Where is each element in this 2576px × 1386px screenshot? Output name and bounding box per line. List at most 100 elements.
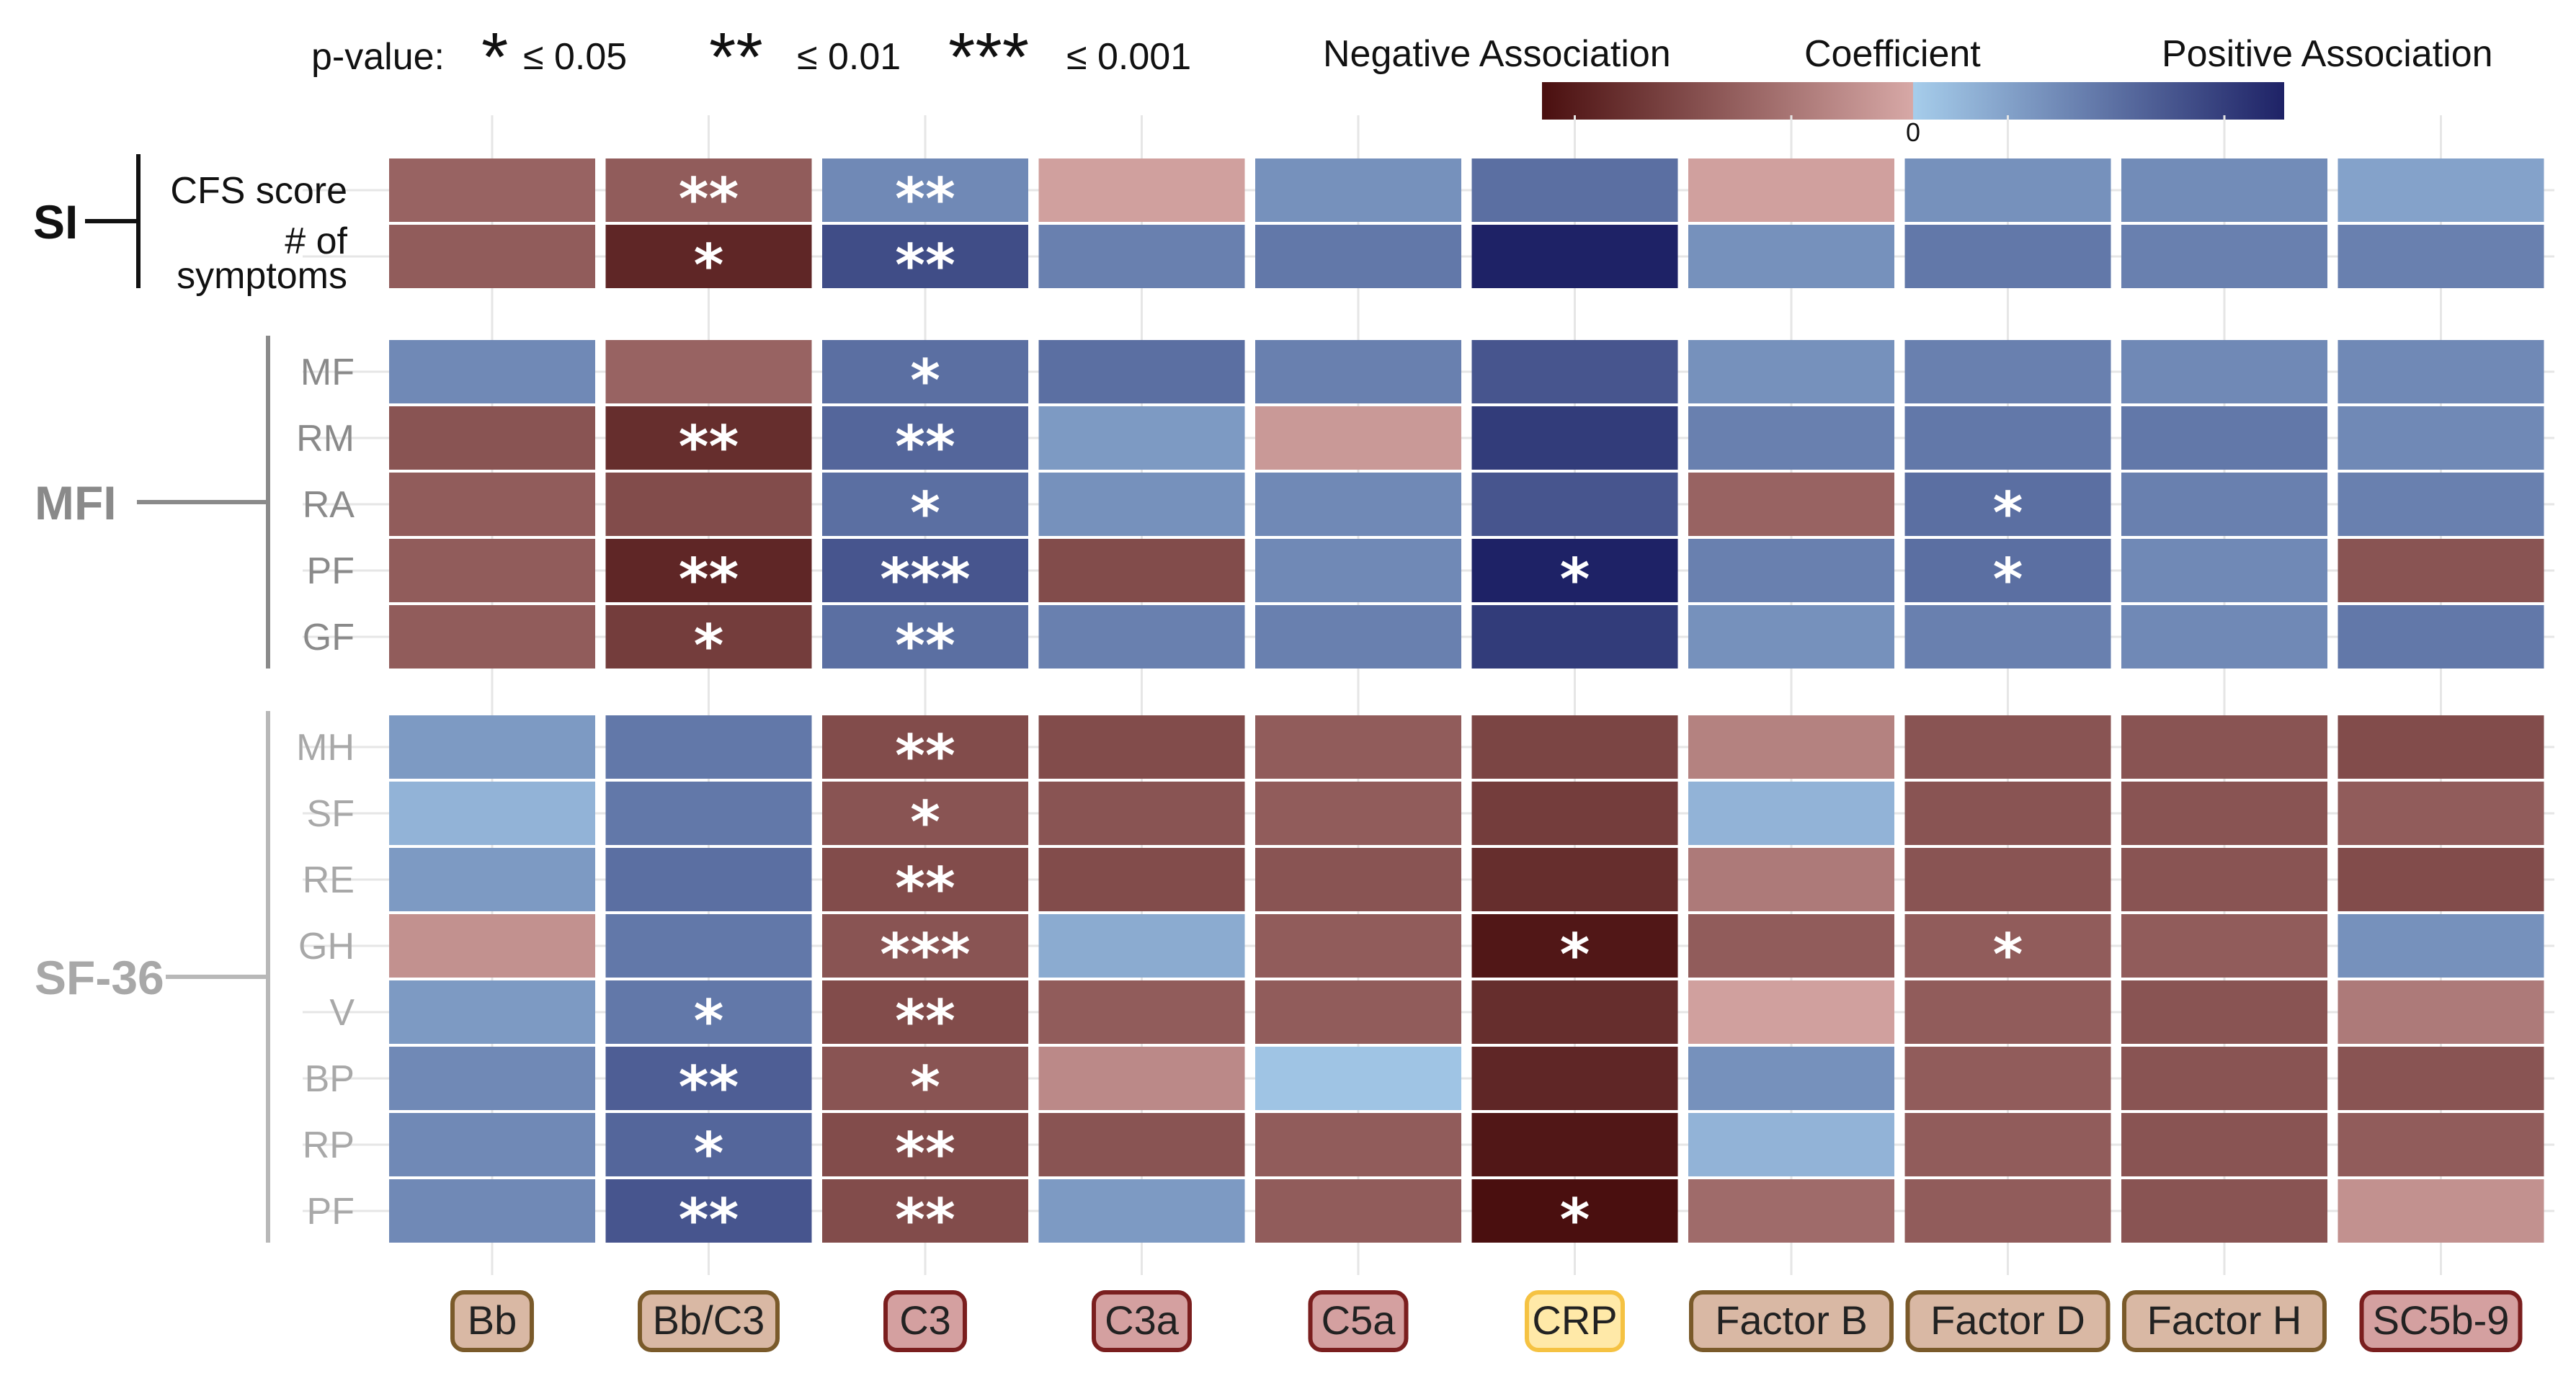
colorbar-right-label: Positive Association <box>2162 33 2493 75</box>
heatmap-cell <box>822 539 1028 602</box>
heatmap-cell <box>1471 715 1678 779</box>
significance-marker: * <box>1993 480 2023 547</box>
heatmap-cell <box>1038 980 1245 1044</box>
heatmap-cell <box>1904 473 2111 536</box>
significance-marker: ** <box>895 612 955 679</box>
heatmap-cell <box>1904 848 2111 911</box>
heatmap-cell <box>605 1113 812 1176</box>
heatmap-cell <box>605 1047 812 1110</box>
row-label: BP <box>305 1058 355 1100</box>
heatmap-cell <box>605 225 812 288</box>
heatmap-cell <box>1038 715 1245 779</box>
heatmap-cell <box>1688 539 1894 602</box>
pvalue-legend-stars-3: *** <box>948 19 1029 96</box>
heatmap-cell <box>2337 605 2544 669</box>
heatmap-cell <box>2121 225 2327 288</box>
heatmap-cell <box>822 848 1028 911</box>
heatmap-cell <box>1038 158 1245 222</box>
row-label: GF <box>303 617 355 658</box>
row-label: RE <box>303 859 355 901</box>
heatmap-cell <box>2121 782 2327 845</box>
significance-marker: * <box>1560 921 1590 988</box>
heatmap-cell <box>1255 848 1461 911</box>
significance-marker: ** <box>895 413 955 480</box>
colorbar-positive-gradient <box>1913 82 2284 120</box>
heatmap-cell <box>1471 158 1678 222</box>
colorbar: Negative Association Coefficient Positiv… <box>1323 33 2493 147</box>
heatmap-cell <box>822 1179 1028 1243</box>
column-badge <box>883 1290 967 1352</box>
significance-marker: ** <box>895 232 955 299</box>
column-badge <box>2359 1290 2523 1352</box>
heatmap-cell <box>1904 158 2111 222</box>
row-label: PF <box>307 1191 355 1233</box>
heatmap-cell <box>2337 782 2544 845</box>
heatmap-cell <box>1255 1047 1461 1110</box>
heatmap-cell <box>1688 225 1894 288</box>
heatmap-cell <box>1688 1047 1894 1110</box>
significance-marker: ** <box>679 413 739 480</box>
heatmap-cell <box>1255 1113 1461 1176</box>
pvalue-legend-threshold-2: ≤ 0.01 <box>797 36 901 78</box>
significance-marker: *** <box>880 546 971 613</box>
column-badge <box>638 1290 780 1352</box>
significance-marker: * <box>1560 1186 1590 1253</box>
heatmap-cell <box>822 340 1028 403</box>
heatmap-cell <box>1471 1179 1678 1243</box>
heatmap-cell <box>1038 539 1245 602</box>
heatmap-cell <box>2121 340 2327 403</box>
heatmap-cell <box>2121 715 2327 779</box>
heatmap-cell <box>2121 158 2327 222</box>
heatmap-cell <box>389 1113 595 1176</box>
heatmap-cell <box>1688 782 1894 845</box>
heatmap-cell <box>605 782 812 845</box>
significance-marker: * <box>1560 546 1590 613</box>
significance-marker: *** <box>880 921 971 988</box>
significance-marker: * <box>1993 921 2023 988</box>
significance-marker: ** <box>895 1186 955 1253</box>
column-label: Bb/C3 <box>653 1297 765 1343</box>
row-label: GH <box>298 926 355 967</box>
heatmap-cell <box>2121 1047 2327 1110</box>
row-label: RP <box>303 1125 355 1166</box>
colorbar-negative-gradient <box>1542 82 1913 120</box>
heatmap-cell <box>1904 406 2111 470</box>
significance-marker: * <box>1993 546 2023 613</box>
heatmap-cell <box>1038 605 1245 669</box>
heatmap-cell <box>1688 1179 1894 1243</box>
heatmap-cell <box>1471 782 1678 845</box>
heatmap-cell <box>1904 1179 2111 1243</box>
heatmap-cell <box>2121 914 2327 978</box>
heatmap-cell <box>605 406 812 470</box>
row-label: RA <box>303 484 355 526</box>
heatmap-cell <box>389 848 595 911</box>
significance-marker: ** <box>895 723 955 790</box>
heatmap-cell <box>1255 539 1461 602</box>
heatmap-cell <box>1688 715 1894 779</box>
heatmap-cell <box>1255 406 1461 470</box>
row-label: CFS score <box>170 170 347 212</box>
significance-marker: ** <box>679 1186 739 1253</box>
heatmap-cell <box>605 605 812 669</box>
heatmap-cell <box>389 1047 595 1110</box>
row-label-line: # of <box>285 220 347 262</box>
significance-marker: * <box>694 612 724 679</box>
heatmap-cell <box>2337 1047 2544 1110</box>
heatmap-cell <box>2121 848 2327 911</box>
heatmap-cell <box>1255 782 1461 845</box>
heatmap-cell <box>1904 225 2111 288</box>
heatmap-cell <box>2337 914 2544 978</box>
heatmap-cell <box>1471 914 1678 978</box>
heatmap-cell <box>2121 473 2327 536</box>
heatmap-cell <box>822 1047 1028 1110</box>
heatmap-cell <box>1904 914 2111 978</box>
heatmap-cell <box>822 406 1028 470</box>
heatmap-cell <box>605 1179 812 1243</box>
heatmap-cell <box>2337 1113 2544 1176</box>
column-label: C3a <box>1105 1297 1180 1343</box>
heatmap-cell <box>822 914 1028 978</box>
significance-marker: * <box>694 1120 724 1187</box>
heatmap-cell <box>1688 158 1894 222</box>
heatmap-cell <box>605 340 812 403</box>
